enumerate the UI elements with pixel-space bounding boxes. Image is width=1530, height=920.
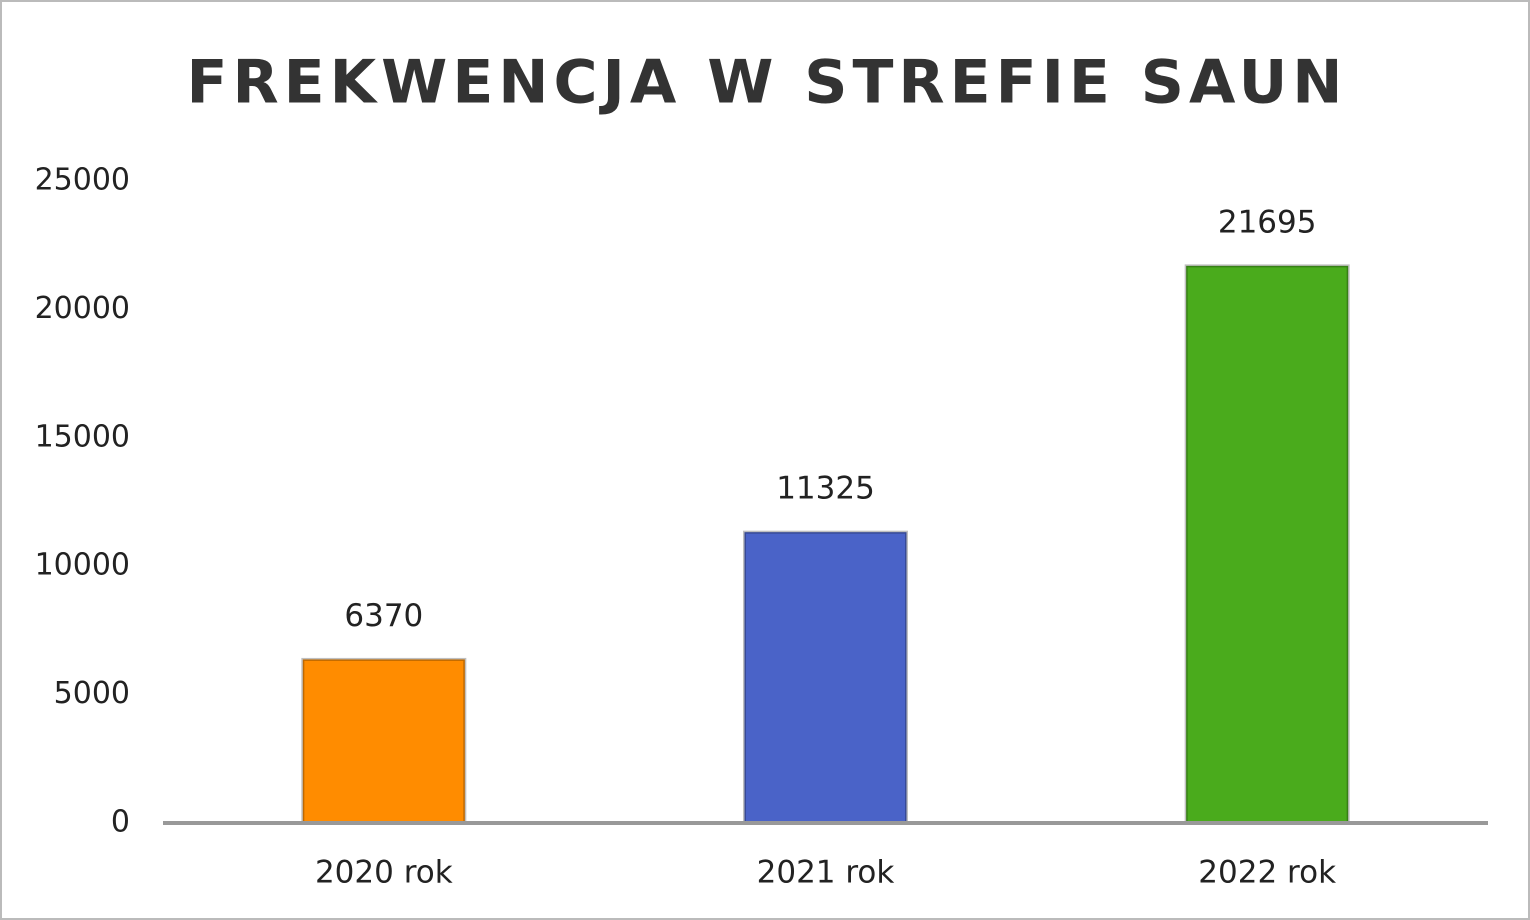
bar xyxy=(1184,264,1350,825)
y-tick-label: 25000 xyxy=(35,163,130,198)
y-tick-label: 5000 xyxy=(54,676,130,711)
value-label: 21695 xyxy=(1218,204,1317,240)
y-tick-label: 10000 xyxy=(35,548,130,583)
y-tick-label: 20000 xyxy=(35,291,130,326)
x-tick-label: 2020 rok xyxy=(315,855,453,891)
y-tick-label: 0 xyxy=(111,805,130,840)
value-label: 6370 xyxy=(344,598,423,634)
x-tick-label: 2022 rok xyxy=(1198,855,1336,891)
x-tick-label: 2021 rok xyxy=(757,855,895,891)
bar xyxy=(743,530,908,825)
chart-title: FREKWENCJA W STREFIE SAUN xyxy=(186,48,1347,118)
y-tick-label: 15000 xyxy=(35,419,130,454)
value-label: 11325 xyxy=(776,471,875,507)
bar xyxy=(301,657,467,825)
